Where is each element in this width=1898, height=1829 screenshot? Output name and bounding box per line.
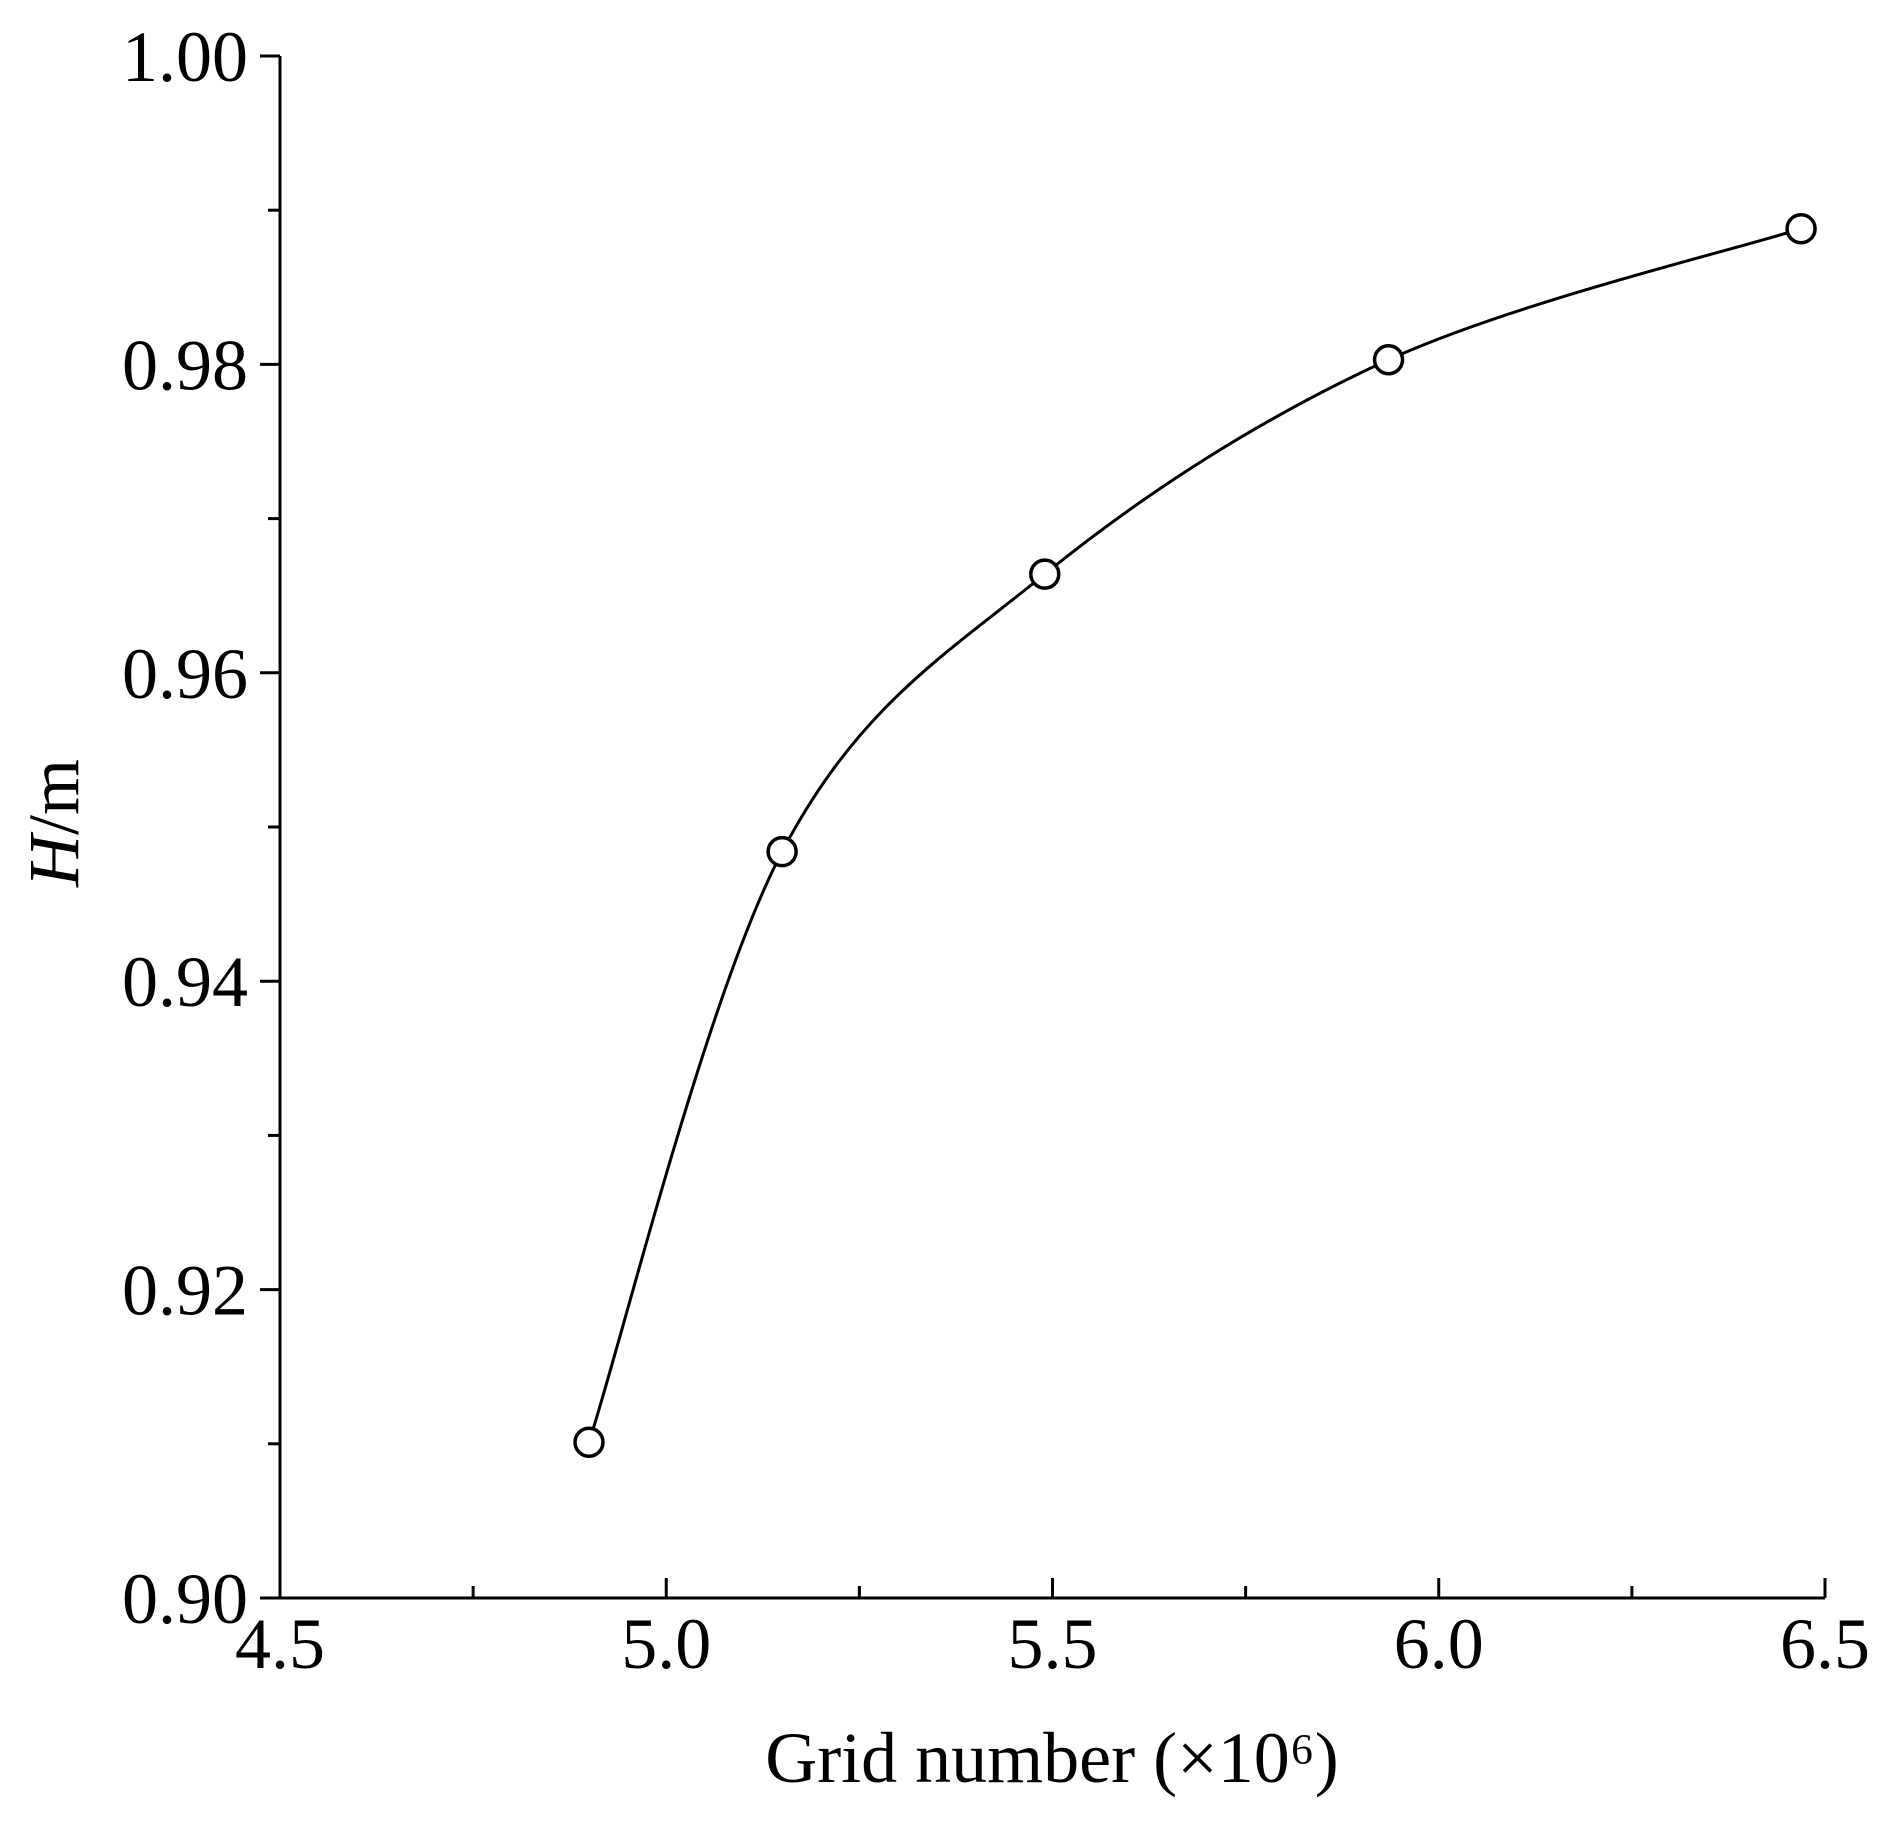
x-tick-label: 5.0 — [621, 1604, 711, 1684]
y-tick-label: 0.90 — [122, 1559, 248, 1639]
marker — [1372, 344, 1405, 376]
x-tick-label: 6.0 — [1394, 1604, 1484, 1684]
x-tick-label: 5.5 — [1008, 1604, 1098, 1684]
marker — [1029, 558, 1061, 590]
line — [587, 227, 1802, 1443]
y-label-variable: H — [14, 831, 94, 888]
y-label-unit: /m — [14, 759, 94, 835]
y-tick-label: 0.94 — [122, 942, 248, 1022]
marker — [573, 1426, 605, 1459]
x-axis-label: Grid number (×10⁶) — [765, 1718, 1339, 1798]
marker — [1785, 212, 1817, 245]
marker — [766, 835, 798, 868]
x-tick-label: 4.5 — [235, 1604, 325, 1684]
y-tick-label: 0.92 — [122, 1251, 248, 1331]
y-axis-label: H/m — [14, 759, 94, 888]
x-tick-label: 6.5 — [1780, 1604, 1870, 1684]
y-tick-label: 1.00 — [122, 17, 248, 97]
y-tick-label: 0.96 — [122, 634, 248, 714]
y-tick-label: 0.98 — [122, 325, 248, 405]
